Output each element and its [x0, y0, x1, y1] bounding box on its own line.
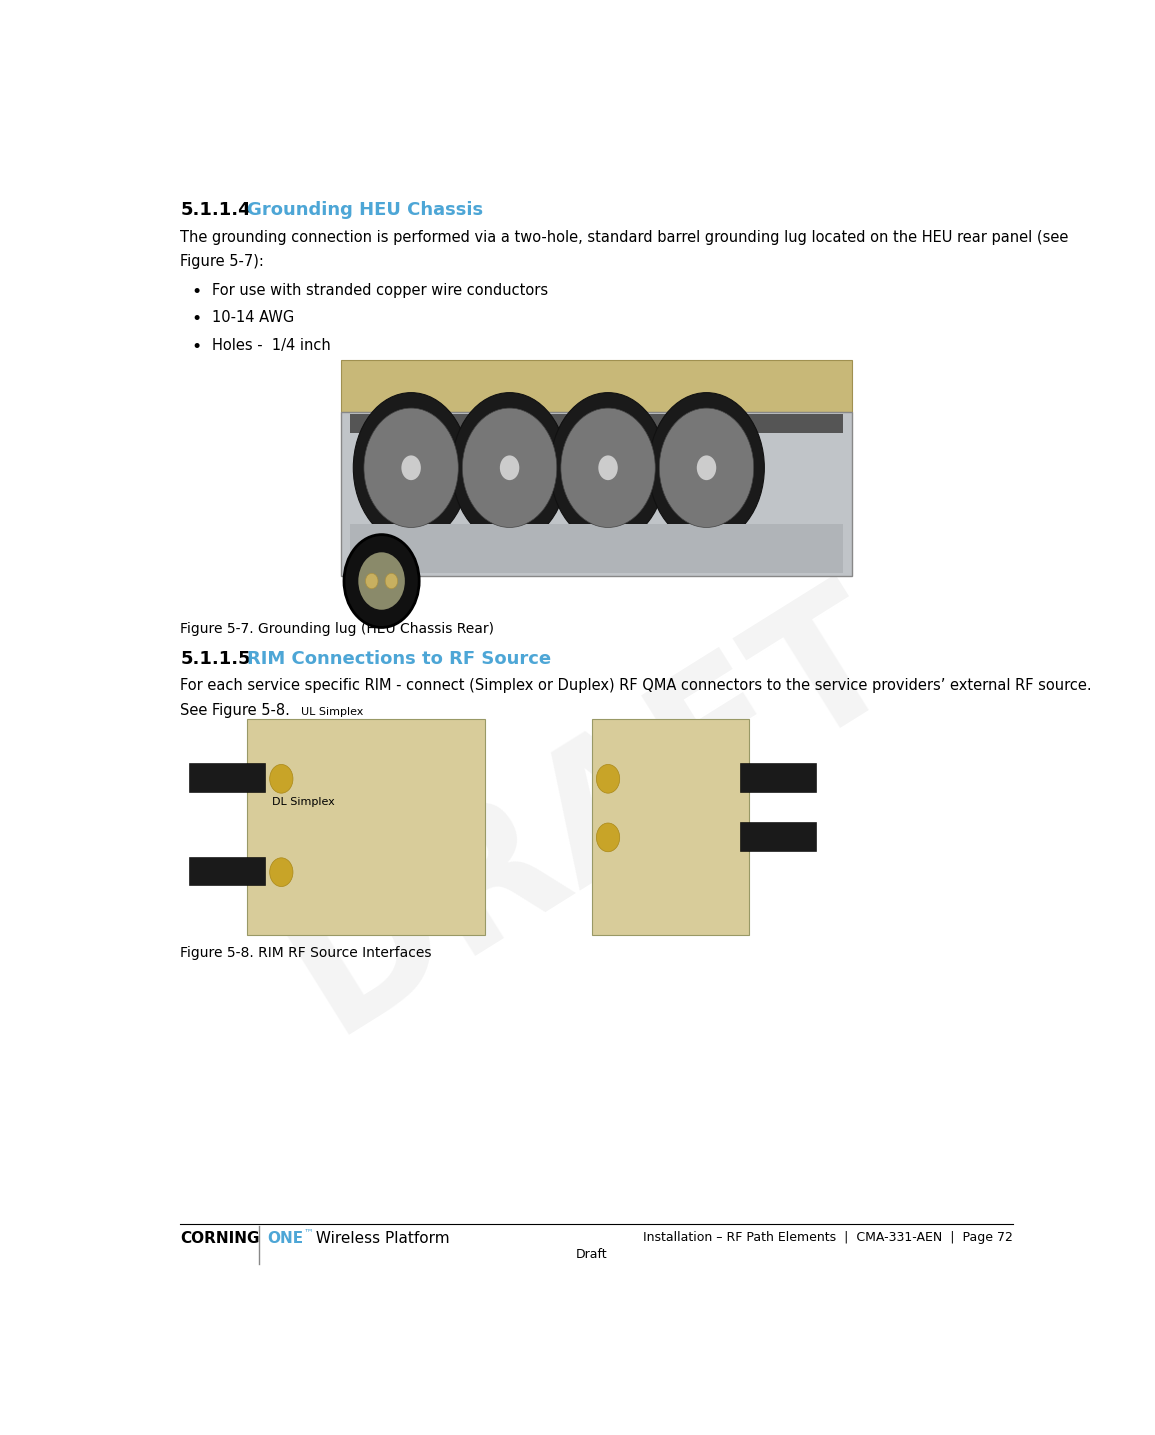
- Ellipse shape: [353, 393, 469, 542]
- Text: DRAFT: DRAFT: [259, 560, 925, 1066]
- Text: Installation – RF Path Elements  |  CMA-331-AEN  |  Page 72: Installation – RF Path Elements | CMA-33…: [643, 1231, 1013, 1244]
- Circle shape: [269, 858, 293, 887]
- Text: Holes -  1/4 inch: Holes - 1/4 inch: [211, 339, 330, 353]
- Text: ONE: ONE: [267, 1231, 303, 1246]
- Ellipse shape: [561, 408, 655, 528]
- Bar: [350, 413, 843, 433]
- Text: For each service specific RIM - connect (Simplex or Duplex) RF QMA connectors to: For each service specific RIM - connect …: [180, 679, 1091, 693]
- Text: 5.1.1.4: 5.1.1.4: [180, 201, 251, 220]
- Text: ™: ™: [304, 1227, 313, 1237]
- Bar: [247, 719, 485, 934]
- Ellipse shape: [500, 455, 520, 481]
- Text: •: •: [191, 310, 201, 329]
- Circle shape: [385, 574, 397, 588]
- Circle shape: [596, 824, 620, 852]
- Bar: [342, 360, 851, 412]
- Text: Grounding HEU Chassis: Grounding HEU Chassis: [247, 201, 484, 220]
- Text: For use with stranded copper wire conductors: For use with stranded copper wire conduc…: [211, 283, 547, 297]
- Ellipse shape: [364, 408, 459, 528]
- Ellipse shape: [452, 393, 567, 542]
- Bar: [739, 822, 815, 851]
- Bar: [591, 719, 748, 934]
- Ellipse shape: [462, 408, 557, 528]
- Bar: [739, 763, 815, 792]
- Text: RF Duplex: RF Duplex: [758, 765, 814, 775]
- Ellipse shape: [550, 393, 666, 542]
- Text: See Figure 5-8.: See Figure 5-8.: [180, 703, 290, 718]
- Ellipse shape: [598, 455, 618, 481]
- Text: UL Simplex: UL Simplex: [301, 707, 364, 718]
- Circle shape: [344, 535, 419, 627]
- Text: Figure 5-7):: Figure 5-7):: [180, 254, 264, 268]
- Bar: [342, 412, 851, 575]
- Text: The grounding connection is performed via a two-hole, standard barrel grounding : The grounding connection is performed vi…: [180, 230, 1068, 244]
- Ellipse shape: [696, 455, 716, 481]
- Circle shape: [269, 765, 293, 794]
- Text: DL Simplex: DL Simplex: [273, 796, 335, 806]
- Text: CORNING: CORNING: [180, 1231, 260, 1246]
- Ellipse shape: [402, 455, 420, 481]
- Text: 10-14 AWG: 10-14 AWG: [211, 310, 293, 326]
- Bar: [189, 857, 266, 885]
- Bar: [189, 763, 266, 792]
- Text: 5.1.1.5: 5.1.1.5: [180, 650, 251, 667]
- Bar: [350, 524, 843, 574]
- Text: Draft: Draft: [576, 1248, 608, 1261]
- Ellipse shape: [649, 393, 765, 542]
- Text: •: •: [191, 283, 201, 301]
- Text: RIM Connections to RF Source: RIM Connections to RF Source: [247, 650, 551, 667]
- Text: •: •: [191, 339, 201, 356]
- Text: Figure 5-8. RIM RF Source Interfaces: Figure 5-8. RIM RF Source Interfaces: [180, 946, 432, 960]
- Circle shape: [596, 765, 620, 794]
- Ellipse shape: [660, 408, 754, 528]
- Text: Wireless Platform: Wireless Platform: [311, 1231, 449, 1246]
- Circle shape: [358, 552, 405, 610]
- Circle shape: [365, 574, 378, 588]
- Text: Figure 5-7. Grounding lug (HEU Chassis Rear): Figure 5-7. Grounding lug (HEU Chassis R…: [180, 621, 494, 636]
